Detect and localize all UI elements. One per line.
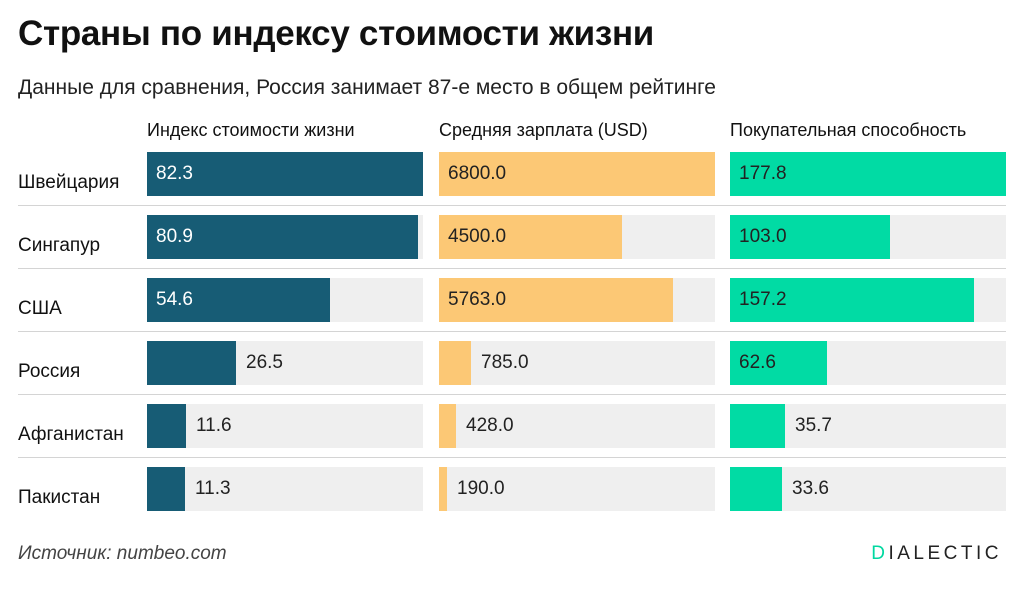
bar-track-salary: 190.0 [439,467,715,511]
bar-track-cost-index: 80.9 [147,215,423,259]
logo-accent-letter: D [871,543,889,564]
value-label: 11.3 [195,478,231,499]
bar-purchasing-power [730,341,827,385]
value-label: 157.2 [739,289,787,310]
bar-salary [439,467,447,511]
country-label: Афганистан [18,424,124,445]
value-label: 11.6 [196,415,232,436]
value-label: 33.6 [792,478,829,499]
bar-track-cost-index: 82.3 [147,152,423,196]
country-label: Швейцария [18,172,120,193]
table-row: Швейцария 82.3 6800.0 177.8 [0,152,1024,216]
row-divider [18,394,1006,395]
table-row: Пакистан 11.3 190.0 33.6 [0,457,1024,531]
value-label: 54.6 [156,289,193,310]
bar-track-salary: 785.0 [439,341,715,385]
value-label: 103.0 [739,226,787,247]
bar-salary [439,404,456,448]
bar-salary [439,341,471,385]
bar-salary [439,278,673,322]
table-row: США 54.6 5763.0 157.2 [0,268,1024,342]
value-label: 6800.0 [448,163,507,184]
chart-title: Страны по индексу стоимости жизни [18,14,655,53]
row-divider [18,268,1006,269]
value-label: 35.7 [795,415,832,436]
bar-track-purchasing-power: 177.8 [730,152,1006,196]
column-header-purchasing-power: Покупательная способность [730,120,967,140]
value-label: 428.0 [466,415,514,436]
value-label: 190.0 [457,478,505,499]
bar-cost-index [147,278,330,322]
bar-track-cost-index: 26.5 [147,341,423,385]
country-label: Пакистан [18,487,101,508]
row-divider [18,205,1006,206]
bar-purchasing-power [730,215,890,259]
value-label: 177.8 [739,163,787,184]
bar-track-cost-index: 54.6 [147,278,423,322]
bar-track-purchasing-power: 33.6 [730,467,1006,511]
bar-cost-index [147,341,236,385]
bar-track-purchasing-power: 103.0 [730,215,1006,259]
bar-track-purchasing-power: 62.6 [730,341,1006,385]
value-label: 62.6 [739,352,776,373]
value-label: 80.9 [156,226,193,247]
bar-cost-index [147,404,186,448]
bar-purchasing-power [730,278,974,322]
value-label: 26.5 [246,352,283,373]
bar-salary [439,152,715,196]
country-label: Россия [18,361,81,382]
bar-track-salary: 428.0 [439,404,715,448]
bar-cost-index [147,467,185,511]
row-divider [18,331,1006,332]
bar-purchasing-power [730,467,782,511]
source-note: Источник: numbeo.com [18,543,227,564]
table-row: Россия 26.5 785.0 62.6 [0,331,1024,405]
value-label: 785.0 [481,352,529,373]
country-label: США [18,298,62,319]
value-label: 4500.0 [448,226,507,247]
bar-track-cost-index: 11.3 [147,467,423,511]
bar-cost-index [147,152,423,196]
row-divider [18,457,1006,458]
bar-salary [439,215,622,259]
value-label: 82.3 [156,163,193,184]
bar-track-salary: 6800.0 [439,152,715,196]
bar-track-purchasing-power: 157.2 [730,278,1006,322]
bar-cost-index [147,215,418,259]
dialectic-logo: DIALECTIC [871,543,1002,565]
column-header-salary: Средняя зарплата (USD) [439,120,648,140]
bar-purchasing-power [730,404,785,448]
bar-track-purchasing-power: 35.7 [730,404,1006,448]
table-row: Афганистан 11.6 428.0 35.7 [0,394,1024,468]
country-label: Сингапур [18,235,101,256]
value-label: 5763.0 [448,289,507,310]
bar-track-salary: 4500.0 [439,215,715,259]
bar-track-salary: 5763.0 [439,278,715,322]
column-header-cost-index: Индекс стоимости жизни [147,120,355,140]
chart-subtitle: Данные для сравнения, Россия занимает 87… [18,76,716,99]
table-row: Сингапур 80.9 4500.0 103.0 [0,205,1024,279]
bar-track-cost-index: 11.6 [147,404,423,448]
bar-purchasing-power [730,152,1006,196]
logo-wordmark: IALECTIC [888,543,1002,564]
